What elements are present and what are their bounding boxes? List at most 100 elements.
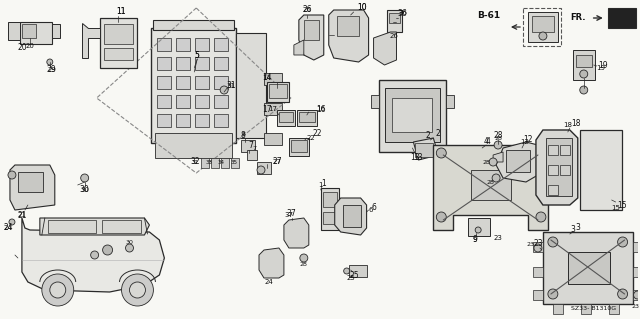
Bar [553,304,563,314]
Bar [532,16,554,32]
Text: 22: 22 [307,135,315,141]
Circle shape [8,171,16,179]
Bar [277,110,295,126]
Text: 15: 15 [611,205,620,211]
Text: 17: 17 [262,105,272,114]
Polygon shape [82,23,100,58]
Bar [342,205,360,227]
Circle shape [436,212,446,222]
Text: 31: 31 [227,83,236,89]
Polygon shape [496,142,538,182]
Text: 20: 20 [17,43,27,53]
Bar [548,145,558,155]
Text: 29: 29 [47,65,56,75]
Text: 4: 4 [486,137,491,146]
Circle shape [50,282,66,298]
Polygon shape [433,145,548,230]
Bar [304,20,319,40]
Bar [195,114,209,127]
Circle shape [344,268,349,274]
Circle shape [634,291,640,299]
Bar [607,8,636,28]
Bar [152,28,236,143]
Text: 11: 11 [116,8,125,17]
Bar [279,112,293,122]
Bar [297,110,317,126]
Bar [299,112,315,122]
Text: 23: 23 [527,241,535,247]
Text: 28: 28 [493,130,503,139]
Text: 30: 30 [80,187,89,193]
Text: 2: 2 [426,130,431,139]
Text: 14: 14 [262,75,271,81]
Circle shape [475,227,481,233]
Bar [528,12,558,42]
Text: 10: 10 [356,4,367,12]
Text: 1: 1 [321,179,326,188]
Text: 34: 34 [218,160,225,165]
Bar [576,55,592,67]
Text: 32: 32 [191,158,200,167]
Text: 26: 26 [302,5,312,14]
Bar [102,220,141,233]
Circle shape [539,32,547,40]
Circle shape [494,141,502,149]
Text: 13: 13 [411,153,420,162]
Text: FR.: FR. [570,13,586,23]
Bar [387,10,403,32]
Text: 21: 21 [17,212,26,218]
Text: SZ33- B1310G: SZ33- B1310G [570,306,616,310]
Circle shape [257,166,265,174]
Bar [269,84,287,98]
Bar [154,20,234,30]
Text: 19: 19 [596,65,605,71]
Text: 13: 13 [413,153,423,162]
Bar [231,158,239,168]
Bar [468,218,490,236]
Bar [20,22,52,44]
Polygon shape [446,95,454,108]
Text: 3: 3 [575,224,580,233]
Text: 23: 23 [632,303,639,308]
Bar [321,188,339,230]
Bar [548,185,558,195]
Text: 28: 28 [494,136,502,140]
Bar [580,304,591,314]
Bar [177,114,190,127]
Bar [323,212,337,224]
Bar [415,143,433,157]
Polygon shape [299,15,324,60]
Bar [568,252,610,284]
Polygon shape [493,152,503,162]
Text: 24: 24 [4,225,12,231]
Polygon shape [335,198,367,235]
Bar [22,24,36,38]
Text: 16: 16 [316,105,326,114]
Text: 26: 26 [389,33,398,39]
Polygon shape [329,10,369,62]
Circle shape [220,86,228,94]
Bar [18,172,43,192]
Text: 7: 7 [248,140,253,150]
Bar [471,170,511,200]
Bar [157,95,172,108]
Circle shape [548,237,558,247]
Text: 4: 4 [484,137,488,146]
Circle shape [536,212,546,222]
Bar [48,220,95,233]
Bar [201,158,209,168]
Text: 17: 17 [268,106,278,112]
Polygon shape [22,218,164,292]
Bar [392,98,433,132]
Bar [257,162,271,174]
Polygon shape [284,218,309,248]
Bar [236,33,266,138]
Bar [533,290,543,300]
Bar [546,138,572,196]
Bar [337,16,358,36]
Bar [157,114,172,127]
Bar [241,140,255,152]
Text: 29: 29 [47,67,56,73]
Circle shape [9,219,15,225]
Text: 23: 23 [533,240,543,249]
